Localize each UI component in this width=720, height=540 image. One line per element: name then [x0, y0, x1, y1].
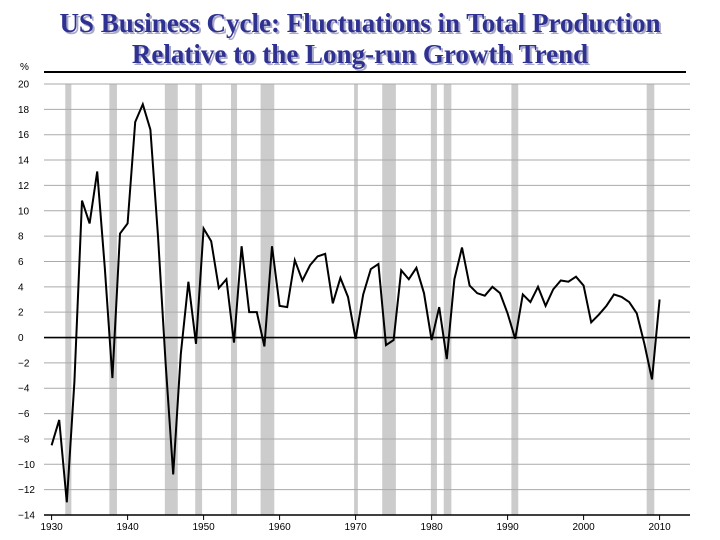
chart-title-line-1: US Business Cycle: Fluctuations in Total…: [59, 8, 661, 38]
recession-bands: [65, 84, 655, 515]
zero-line: [44, 336, 690, 516]
recession-band-0: [65, 84, 72, 515]
series-line-0: [50, 101, 661, 503]
x-tick-label: 2010: [648, 522, 671, 533]
y-tick-label: 12: [18, 181, 30, 192]
y-tick-label: 0: [18, 333, 24, 344]
x-tick-label: 1940: [116, 522, 139, 533]
y-axis-label: %: [20, 62, 29, 73]
x-tick-label: 1930: [40, 522, 63, 533]
recession-band-7: [382, 84, 396, 515]
x-tick-label: 1950: [192, 522, 215, 533]
y-tick-label: 6: [18, 257, 24, 268]
chart-title: US Business Cycle: Fluctuations in Total…: [0, 8, 720, 70]
recession-band-1: [109, 84, 117, 515]
y-tick-label: −4: [18, 384, 30, 395]
recession-band-9: [443, 84, 452, 515]
recession-band-6: [354, 84, 358, 515]
x-tick-label: 1960: [268, 522, 291, 533]
y-tick-label: 10: [18, 206, 30, 217]
x-tick-label: 1990: [496, 522, 519, 533]
x-tick-labels: 1930 1940 1950 1960 1970 1980 1990 2000 2010: [40, 515, 671, 533]
y-tick-label: 14: [18, 156, 30, 167]
y-tick-label: 4: [18, 282, 24, 293]
y-tick-labels: −14 −12 −10 −8 −6 −4 −2 0 2 4 6 8 10 12 14 16 18 20: [18, 80, 35, 522]
y-tick-label: −8: [18, 434, 30, 445]
y-tick-label: 8: [18, 232, 24, 243]
y-tick-label: −12: [18, 485, 35, 496]
x-tick-label: 2000: [572, 522, 595, 533]
recession-band-10: [511, 84, 519, 515]
y-tick-label: 16: [18, 130, 30, 141]
x-tick-label: 1970: [344, 522, 367, 533]
series-line: [50, 101, 661, 503]
y-tick-label: −6: [18, 409, 30, 420]
recession-band-8: [430, 84, 437, 515]
y-tick-label: −14: [18, 511, 35, 522]
y-tick-label: −10: [18, 460, 35, 471]
chart-title-line-2: Relative to the Long-run Growth Trend: [131, 39, 589, 69]
y-tick-label: 20: [18, 80, 30, 91]
y-tick-label: −2: [18, 358, 30, 369]
y-tick-label: 18: [18, 105, 30, 116]
x-tick-label: 1980: [420, 522, 443, 533]
y-tick-label: 2: [18, 308, 24, 319]
recession-band-11: [646, 84, 655, 515]
recession-band-4: [230, 84, 238, 515]
gridlines: [44, 83, 690, 516]
